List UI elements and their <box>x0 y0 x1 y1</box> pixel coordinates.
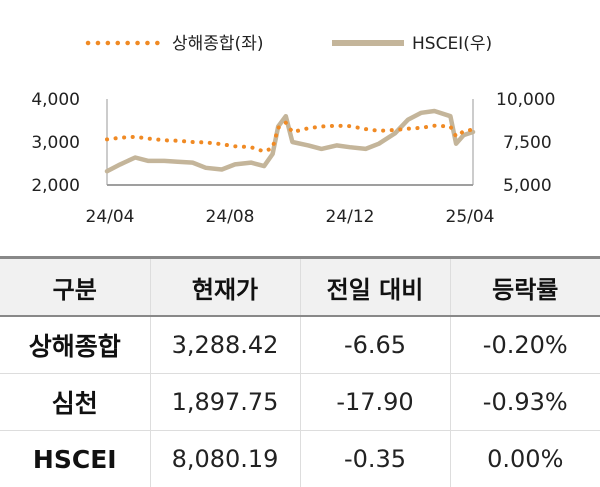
row-current-price: 1,897.75 <box>150 374 300 431</box>
y-left-tick-label: 4,000 <box>31 90 80 110</box>
series-line-hscei <box>107 111 473 171</box>
table-row: HSCEI 8,080.19 -0.35 0.00% <box>0 431 600 487</box>
row-name: HSCEI <box>0 431 150 487</box>
row-change-rate: -0.93% <box>450 374 600 431</box>
row-current-price: 3,288.42 <box>150 316 300 374</box>
x-tick-label: 24/08 <box>206 207 255 227</box>
row-change-rate: -0.20% <box>450 316 600 374</box>
row-change: -0.35 <box>300 431 450 487</box>
row-current-price: 8,080.19 <box>150 431 300 487</box>
legend-label-shanghai: 상해종합(좌) <box>172 34 263 54</box>
row-change: -6.65 <box>300 316 450 374</box>
y-left-tick-label: 3,000 <box>31 133 80 153</box>
row-change-rate: 0.00% <box>450 431 600 487</box>
x-tick-label: 24/04 <box>86 207 135 227</box>
row-name: 상해종합 <box>0 316 150 374</box>
index-quote-table: 구분 현재가 전일 대비 등락률 상해종합 3,288.42 -6.65 -0.… <box>0 256 600 487</box>
header-change-rate: 등락률 <box>450 258 600 317</box>
row-change: -17.90 <box>300 374 450 431</box>
legend-label-hscei: HSCEI(우) <box>412 34 492 54</box>
x-tick-label: 24/12 <box>326 207 375 227</box>
table-row: 심천 1,897.75 -17.90 -0.93% <box>0 374 600 431</box>
legend: 상해종합(좌) HSCEI(우) <box>88 34 492 54</box>
row-name: 심천 <box>0 374 150 431</box>
table-header-row: 구분 현재가 전일 대비 등락률 <box>0 258 600 317</box>
chart-area: 상해종합(좌) HSCEI(우) 4,000 3,000 2,000 10,00… <box>0 0 600 250</box>
header-current-price: 현재가 <box>150 258 300 317</box>
header-category: 구분 <box>0 258 150 317</box>
y-right-tick-label: 7,500 <box>503 133 552 153</box>
header-change: 전일 대비 <box>300 258 450 317</box>
line-chart: 상해종합(좌) HSCEI(우) 4,000 3,000 2,000 10,00… <box>0 0 600 250</box>
table-row: 상해종합 3,288.42 -6.65 -0.20% <box>0 316 600 374</box>
y-left-tick-label: 2,000 <box>31 176 80 196</box>
x-tick-label: 25/04 <box>446 207 495 227</box>
y-right-tick-label: 10,000 <box>496 90 555 110</box>
y-right-tick-label: 5,000 <box>503 176 552 196</box>
series-layer <box>107 111 473 171</box>
